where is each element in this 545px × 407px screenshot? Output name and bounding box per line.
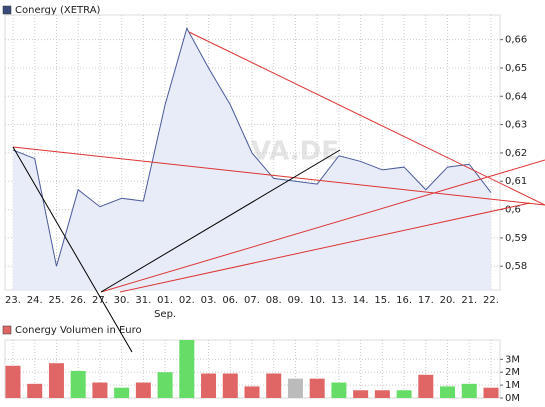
- trend-line: [12, 146, 133, 353]
- x-tick-label: 16.: [396, 295, 412, 306]
- x-tick-label: 03.: [201, 295, 217, 306]
- bar: [114, 387, 130, 398]
- legend-swatch: [2, 325, 12, 335]
- x-tick-label: 31.: [135, 295, 151, 306]
- bar: [222, 373, 238, 398]
- y-tick-label: 1M: [505, 380, 520, 391]
- trend-line: [100, 159, 545, 293]
- trend-lines: [12, 31, 545, 353]
- bar: [157, 372, 173, 398]
- bar: [461, 383, 477, 398]
- y-tick-label: 0,63: [505, 120, 527, 131]
- y-tick-label: 0,64: [505, 91, 527, 102]
- bar: [287, 378, 303, 398]
- bar: [440, 386, 456, 398]
- legend-label: Conergy Volumen in Euro: [15, 325, 142, 336]
- x-tick-label: 08.: [266, 295, 282, 306]
- legend-label: Conergy (XETRA): [15, 5, 101, 16]
- x-tick-label: 21.: [461, 295, 477, 306]
- y-tick-label: 0,6: [505, 205, 521, 216]
- bar: [331, 382, 347, 398]
- x-tick-label: 30.: [114, 295, 130, 306]
- x-tick-label: 25.: [49, 295, 65, 306]
- price-line: [12, 27, 492, 267]
- bar: [48, 363, 64, 398]
- x-tick-label: 20.: [440, 295, 456, 306]
- x-tick-label: 27.: [92, 295, 108, 306]
- x-tick-label: 22.: [483, 295, 499, 306]
- bar: [70, 370, 86, 398]
- bar: [353, 390, 369, 398]
- y-tick-label: 2M: [505, 367, 520, 378]
- bar: [483, 387, 499, 398]
- x-tick-label: 26.: [70, 295, 86, 306]
- x-tick-label: 23.: [5, 295, 21, 306]
- y-tick-label: 0,65: [505, 63, 527, 74]
- bar: [418, 374, 434, 398]
- bar: [244, 386, 260, 398]
- x-tick-label: 14.: [353, 295, 369, 306]
- x-tick-label: 15.: [374, 295, 390, 306]
- x-group-label: Sep.: [154, 309, 176, 320]
- bar: [135, 382, 151, 398]
- bar: [396, 390, 412, 398]
- y-tick-label: 0,62: [505, 148, 527, 159]
- y-tick-label: 0,61: [505, 176, 527, 187]
- x-tick-label: 10.: [309, 295, 325, 306]
- x-tick-label: 24.: [27, 295, 43, 306]
- bar: [201, 373, 217, 398]
- area: [13, 28, 491, 290]
- x-tick-label: 07.: [244, 295, 260, 306]
- bar: [266, 373, 282, 398]
- y-tick-label: 0M: [505, 393, 520, 404]
- trend-line: [188, 31, 545, 206]
- bar: [5, 365, 21, 398]
- x-tick-label: 17.: [418, 295, 434, 306]
- trend-line: [119, 202, 531, 293]
- x-tick-label: 13.: [331, 295, 347, 306]
- bar: [179, 340, 195, 398]
- y-tick-label: 3M: [505, 354, 520, 365]
- x-tick-label: 06.: [222, 295, 238, 306]
- bar: [374, 390, 390, 398]
- bar: [309, 378, 325, 398]
- x-tick-label: 02.: [179, 295, 195, 306]
- trend-line: [100, 149, 341, 293]
- y-tick-label: 0,66: [505, 35, 527, 46]
- bar: [92, 382, 108, 398]
- x-tick-label: 09.: [288, 295, 304, 306]
- x-tick-label: 01.: [157, 295, 173, 306]
- y-tick-label: 0,59: [505, 233, 527, 244]
- trend-line: [12, 146, 545, 206]
- y-tick-label: 0,58: [505, 261, 527, 272]
- legend-swatch: [2, 5, 12, 15]
- bar: [27, 383, 43, 398]
